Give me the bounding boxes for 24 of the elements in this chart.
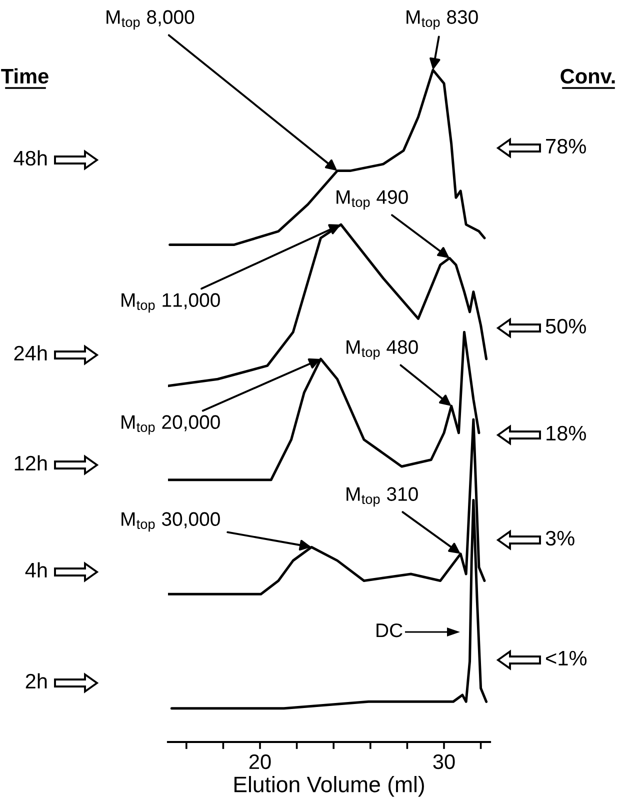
text: Conv. [560,68,615,84]
annotation: M$_{top}$ 310 [346,487,418,507]
x-tick-label: 20 [249,754,271,770]
legend-label: 2h [26,673,47,688]
annotation: M$_{top}$ 830 [406,10,478,30]
text: 3% [546,530,574,546]
text: 78% [546,138,586,154]
text: <1% [546,650,587,666]
annotation: M$_{top}$ 490 [336,190,408,210]
annotation: M$_{top}$ 480 [346,340,418,360]
legend-label: 12h [14,455,47,470]
x-tick-label: 30 [433,754,455,770]
legend-label: 48h [14,150,47,166]
legend-label: 24h [14,345,47,360]
annotation: M$_{top}$ 20,000 [122,415,220,435]
text: 50% [546,318,586,334]
legend-label: 4h [25,562,47,578]
annotation: M$_{top}$ 11,000 [122,293,220,313]
x-axis-title: Elution Volume (ml) [234,776,424,797]
text: Time [1,68,48,84]
annotation: M$_{top}$ 8,000 [106,10,194,30]
annotation: M$_{top}$ 30,000 [122,512,220,532]
text: 18% [546,426,586,441]
annotation: DC [376,623,402,638]
